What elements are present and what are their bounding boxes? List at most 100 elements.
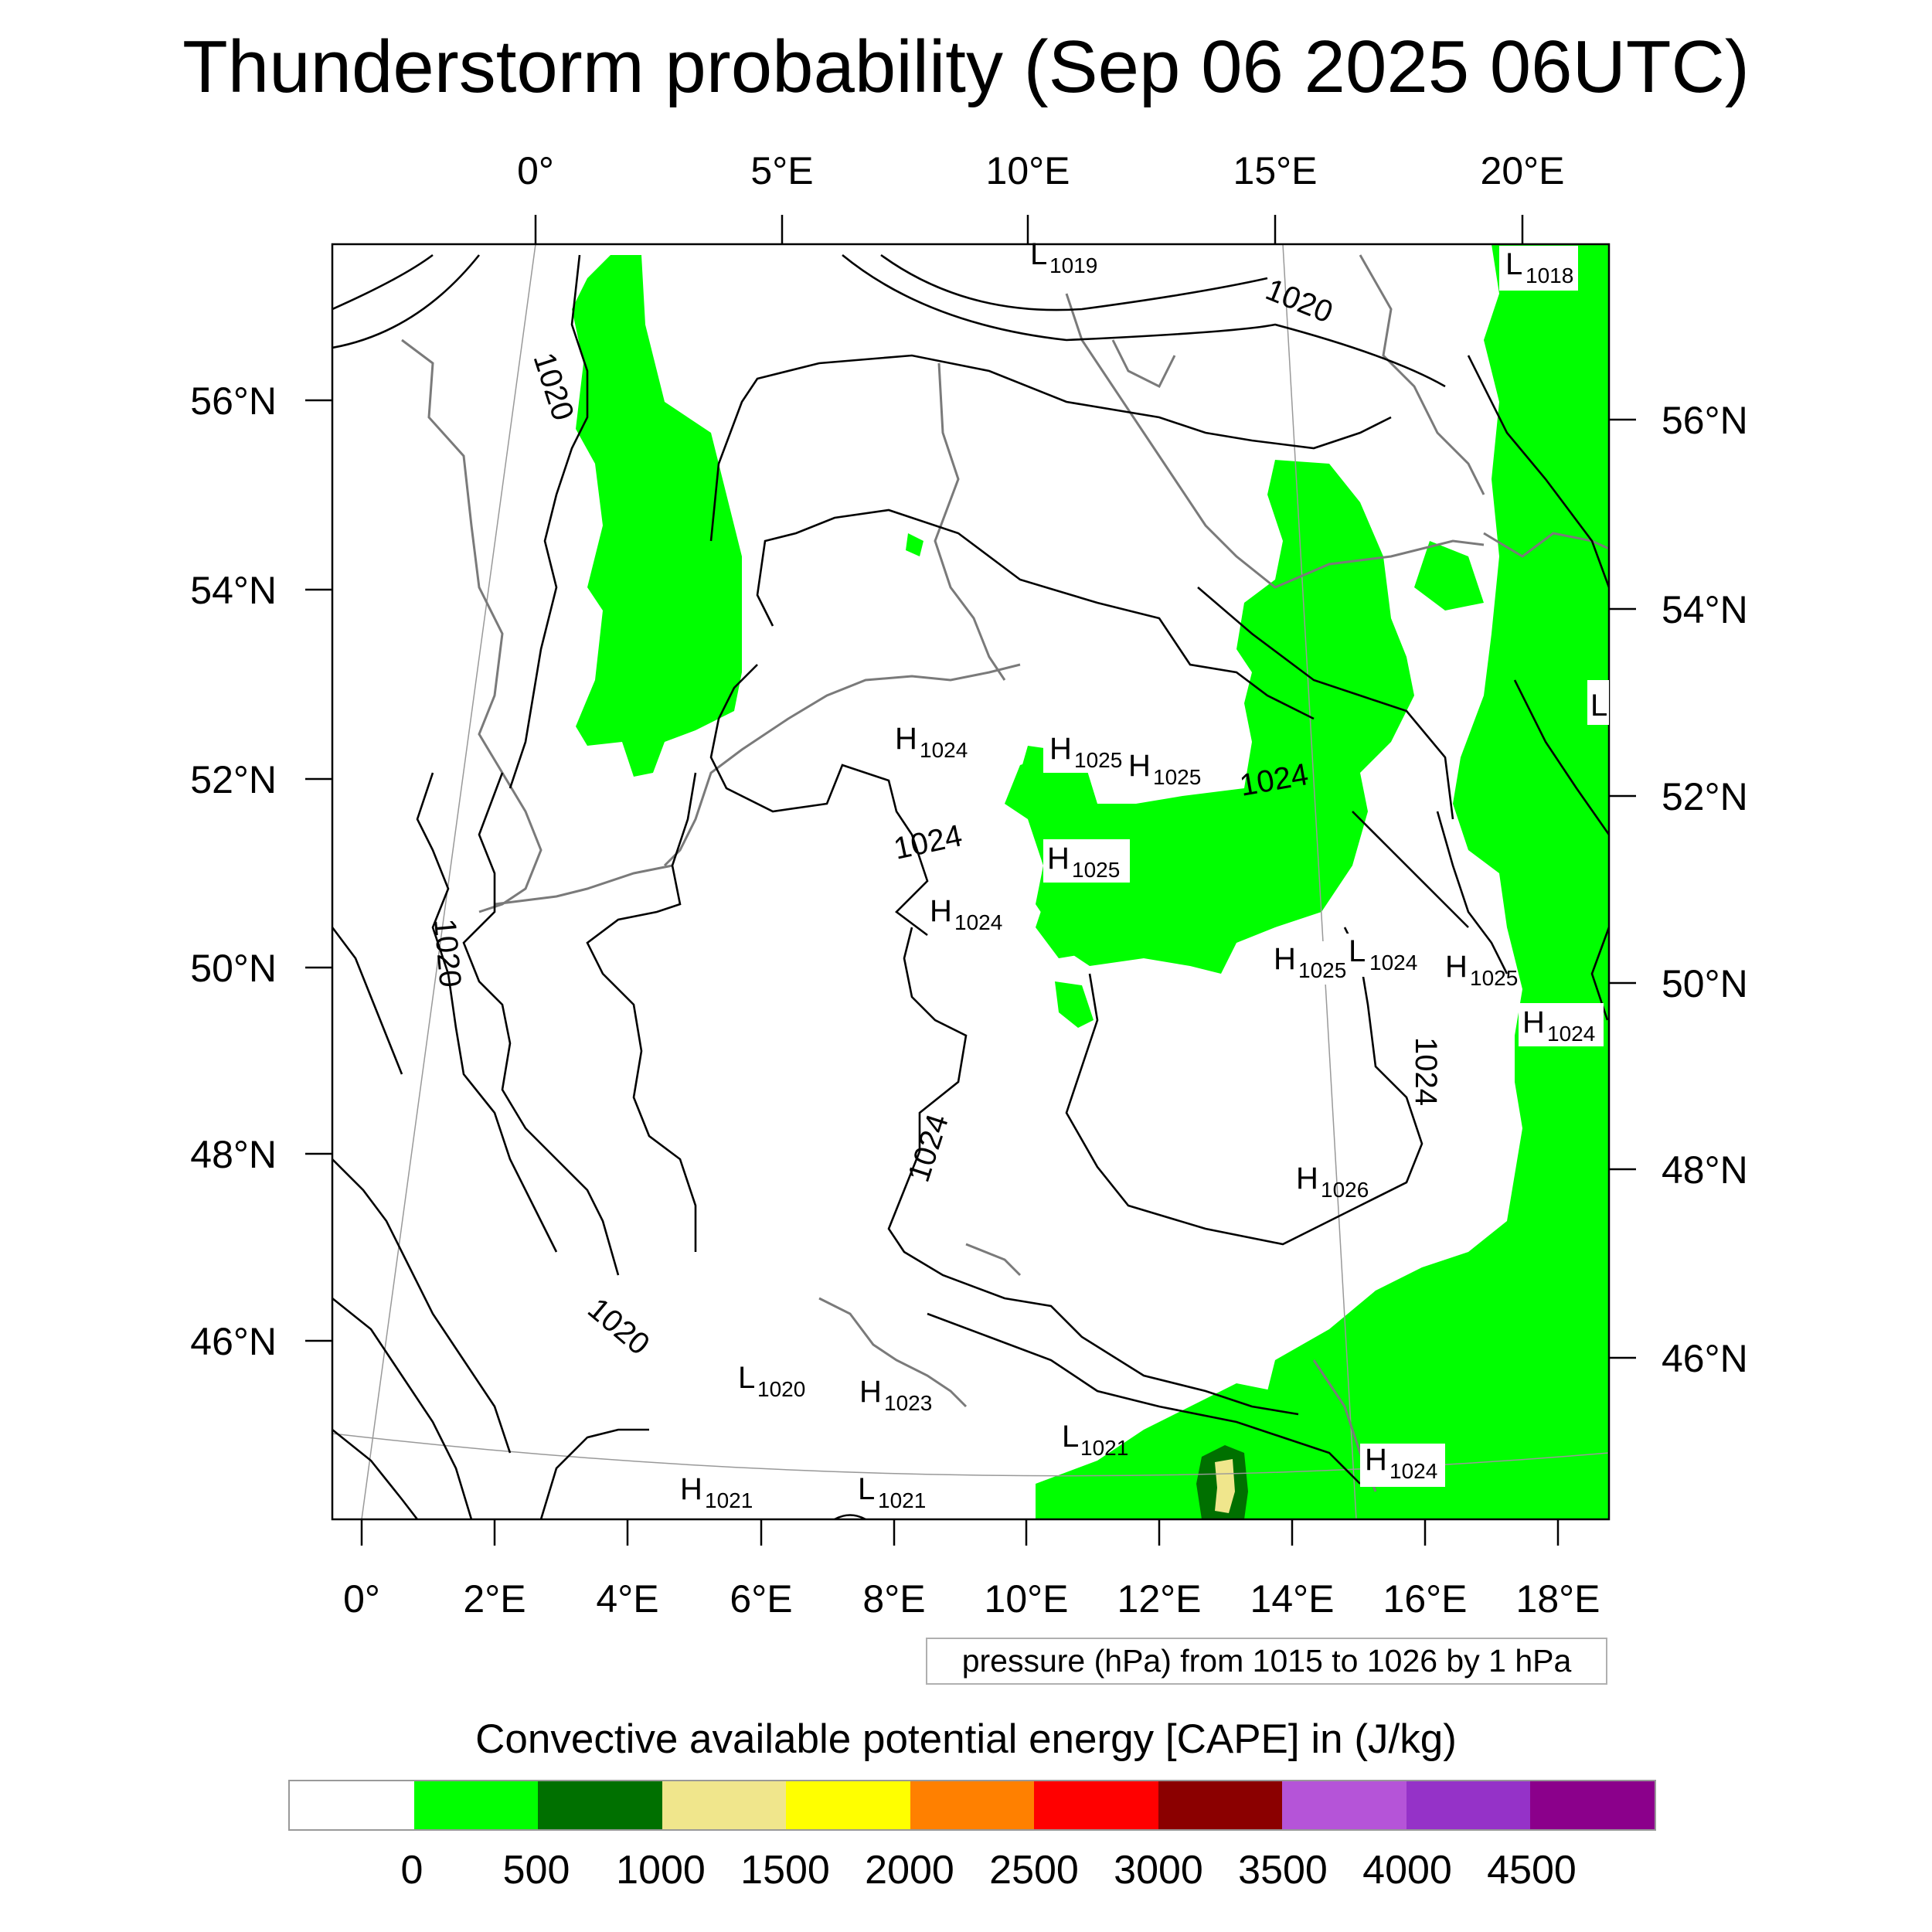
pressure-center: H 1025 bbox=[1043, 839, 1130, 883]
colorbar-tick-label: 1500 bbox=[740, 1848, 830, 1893]
pressure-center: L 1018 bbox=[1499, 246, 1578, 291]
colorbar-title: Convective available potential energy [C… bbox=[475, 1716, 1457, 1762]
pressure-center-letter: H bbox=[1365, 1443, 1387, 1477]
pressure-center-value: 1024 bbox=[1389, 1459, 1437, 1483]
bottom-lon-label: 18°E bbox=[1516, 1577, 1600, 1621]
bottom-lon-label: 6°E bbox=[730, 1577, 792, 1621]
colorbar-ticks: 0 500 1000 1500 2000 2500 3000 3500 4000… bbox=[0, 1847, 1932, 1901]
pressure-center: H 1025 bbox=[1267, 941, 1351, 985]
pressure-center: H 1025 bbox=[1445, 950, 1518, 990]
pressure-center-value: 1024 bbox=[1547, 1022, 1595, 1046]
pressure-center-value: 1020 bbox=[757, 1377, 805, 1401]
bottom-lon-label: 0° bbox=[343, 1577, 380, 1621]
top-tick-marks bbox=[534, 215, 1524, 244]
pressure-center-value: 1018 bbox=[1526, 264, 1573, 287]
left-lat-label: 48°N bbox=[190, 1133, 277, 1176]
pressure-center-value: 1019 bbox=[1049, 253, 1097, 277]
right-lat-label: 56°N bbox=[1662, 399, 1748, 442]
right-lat-label: 46°N bbox=[1662, 1337, 1748, 1380]
cape-region-west-islands bbox=[1055, 981, 1094, 1028]
top-lon-label: 0° bbox=[517, 149, 554, 192]
pressure-contour-note: pressure (hPa) from 1015 to 1026 by 1 hP… bbox=[926, 1638, 1607, 1685]
colorbar-segment bbox=[786, 1781, 910, 1829]
colorbar-segment bbox=[413, 1781, 539, 1829]
colorbar-segment bbox=[538, 1781, 662, 1829]
pressure-center-value: 1024 bbox=[954, 910, 1002, 934]
pressure-center: L 1020 bbox=[738, 1361, 805, 1401]
pressure-center: H 1023 bbox=[859, 1375, 932, 1415]
pressure-center-letter: H bbox=[895, 722, 917, 756]
bottom-tick-marks bbox=[360, 1519, 1560, 1546]
pressure-centers: L 1019 L 1018 L H 1024 H 1025 H 1025 H bbox=[680, 237, 1609, 1512]
pressure-center: H 1024 bbox=[1519, 1003, 1604, 1046]
cape-region-czech bbox=[1036, 881, 1128, 958]
left-lat-label: 46°N bbox=[190, 1320, 277, 1363]
pressure-center: H 1021 bbox=[680, 1472, 753, 1512]
isobar-label: 1024 bbox=[891, 818, 965, 866]
map-layers bbox=[332, 244, 1609, 1519]
colorbar-tick-label: 2000 bbox=[865, 1848, 954, 1893]
pressure-center: L 1021 bbox=[1062, 1420, 1128, 1460]
pressure-center-letter: L bbox=[1349, 934, 1366, 968]
page-title: Thunderstorm probability (Sep 06 2025 06… bbox=[182, 26, 1750, 108]
bottom-lon-labels: 0° 2°E 4°E 6°E 8°E 10°E 12°E 14°E 16°E 1… bbox=[343, 1577, 1600, 1621]
colorbar-segment bbox=[1158, 1781, 1283, 1829]
top-lon-labels: 0° 5°E 10°E 15°E 20°E bbox=[517, 149, 1564, 192]
colorbar-tick-label: 3500 bbox=[1238, 1848, 1328, 1893]
cape-region-east-strip bbox=[1267, 244, 1609, 1519]
pressure-center-letter: L bbox=[1062, 1420, 1079, 1454]
pressure-center-letter: H bbox=[930, 894, 952, 928]
left-lat-label: 54°N bbox=[190, 569, 277, 612]
colorbar-tick-label: 4500 bbox=[1487, 1848, 1577, 1893]
colorbar-tick-label: 4000 bbox=[1362, 1848, 1452, 1893]
pressure-center-value: 1023 bbox=[884, 1391, 932, 1415]
pressure-center-letter: H bbox=[680, 1472, 702, 1506]
pressure-center-letter: L bbox=[1505, 247, 1522, 281]
right-lat-labels: 56°N 54°N 52°N 50°N 48°N 46°N bbox=[1662, 399, 1748, 1380]
pressure-center: L 1021 bbox=[858, 1472, 926, 1512]
isobar-label: 1020 bbox=[526, 349, 580, 424]
left-lat-labels: 56°N 54°N 52°N 50°N 48°N 46°N bbox=[190, 379, 277, 1363]
pressure-center-value: 1024 bbox=[1369, 951, 1417, 975]
top-lon-label: 15°E bbox=[1233, 149, 1318, 192]
bottom-lon-label: 12°E bbox=[1117, 1577, 1202, 1621]
isobars bbox=[332, 253, 1609, 1519]
cape-region-north-sea bbox=[572, 255, 742, 777]
pressure-center-letter: H bbox=[1049, 732, 1072, 766]
colorbar-tick-label: 1000 bbox=[616, 1848, 706, 1893]
pressure-center-letter: H bbox=[1128, 749, 1151, 783]
pressure-center-letter: L bbox=[858, 1472, 875, 1506]
pressure-center: H 1024 bbox=[1360, 1443, 1445, 1487]
colorbar-segment bbox=[910, 1781, 1035, 1829]
left-tick-marks bbox=[305, 399, 332, 1342]
cape-region-1000-1500 bbox=[1215, 1459, 1235, 1513]
left-lat-label: 50°N bbox=[190, 947, 277, 990]
pressure-center-letter: H bbox=[1296, 1162, 1318, 1196]
colorbar-tick-label: 0 bbox=[400, 1848, 423, 1893]
left-lat-label: 56°N bbox=[190, 379, 277, 423]
pressure-center: H 1025 bbox=[1124, 747, 1211, 790]
pressure-center-value: 1025 bbox=[1074, 748, 1122, 772]
colorbar-segment bbox=[1282, 1781, 1406, 1829]
colorbar-segment bbox=[662, 1781, 787, 1829]
left-lat-label: 52°N bbox=[190, 758, 277, 801]
cape-region-baltic-east bbox=[1414, 541, 1484, 611]
pressure-center: L 1019 bbox=[1030, 237, 1097, 277]
pressure-center-letter: H bbox=[1274, 942, 1296, 976]
isobar-label: 1020 bbox=[581, 1291, 655, 1362]
right-lat-label: 54°N bbox=[1662, 588, 1748, 631]
isobar-label: 1024 bbox=[902, 1111, 955, 1186]
pressure-center: L bbox=[1587, 680, 1609, 725]
cape-colorbar bbox=[288, 1780, 1656, 1831]
bottom-lon-label: 14°E bbox=[1250, 1577, 1335, 1621]
pressure-center-value: 1021 bbox=[705, 1488, 753, 1512]
bottom-lon-label: 4°E bbox=[596, 1577, 658, 1621]
colorbar-tick-label: 3000 bbox=[1114, 1848, 1203, 1893]
pressure-center: H 1026 bbox=[1296, 1162, 1369, 1202]
top-lon-label: 5°E bbox=[750, 149, 813, 192]
right-tick-marks bbox=[1609, 418, 1636, 1359]
pressure-center-letter: H bbox=[1047, 842, 1070, 876]
pressure-center-value: 1025 bbox=[1298, 958, 1346, 982]
colorbar-segment bbox=[1034, 1781, 1158, 1829]
